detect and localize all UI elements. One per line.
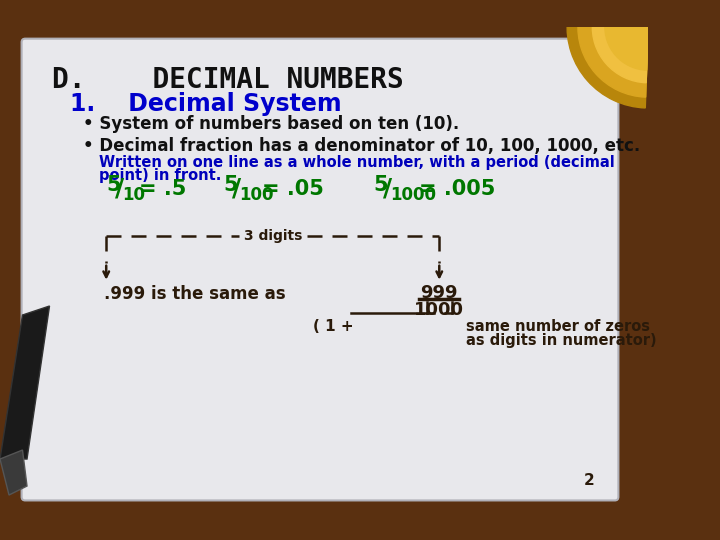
Text: 2: 2 <box>583 473 594 488</box>
Text: point) in front.: point) in front. <box>99 168 221 183</box>
Wedge shape <box>593 22 648 83</box>
Wedge shape <box>567 20 648 108</box>
Text: /: / <box>382 177 392 201</box>
Text: 5: 5 <box>107 176 121 195</box>
Wedge shape <box>578 21 648 97</box>
Text: 100: 100 <box>240 186 274 204</box>
Text: 1000: 1000 <box>414 301 464 319</box>
Text: 10: 10 <box>122 186 145 204</box>
Text: 3 digits: 3 digits <box>243 229 302 243</box>
Polygon shape <box>0 450 27 495</box>
Text: Written on one line as a whole number, with a period (decimal: Written on one line as a whole number, w… <box>99 155 615 170</box>
Text: • Decimal fraction has a denominator of 10, 100, 1000, etc.: • Decimal fraction has a denominator of … <box>83 137 640 155</box>
Text: same number of zeros: same number of zeros <box>467 319 650 334</box>
Text: = .005: = .005 <box>418 179 495 199</box>
Polygon shape <box>0 306 50 459</box>
Text: /: / <box>115 177 125 201</box>
Text: 5: 5 <box>374 176 388 195</box>
Text: = .05: = .05 <box>262 179 324 199</box>
Text: D.    DECIMAL NUMBERS: D. DECIMAL NUMBERS <box>53 66 404 93</box>
Text: 1.    Decimal System: 1. Decimal System <box>71 92 342 116</box>
Wedge shape <box>605 23 648 70</box>
Text: ( 1 +: ( 1 + <box>313 319 354 334</box>
Text: as digits in numerator): as digits in numerator) <box>467 333 657 348</box>
Text: /: / <box>233 177 241 201</box>
Text: = .5: = .5 <box>139 179 186 199</box>
Text: 999: 999 <box>420 285 458 302</box>
Text: .999 is the same as: .999 is the same as <box>104 285 286 303</box>
FancyBboxPatch shape <box>22 39 618 501</box>
Text: • System of numbers based on ten (10).: • System of numbers based on ten (10). <box>83 115 459 133</box>
Text: 5: 5 <box>223 176 238 195</box>
Text: 1000: 1000 <box>390 186 436 204</box>
